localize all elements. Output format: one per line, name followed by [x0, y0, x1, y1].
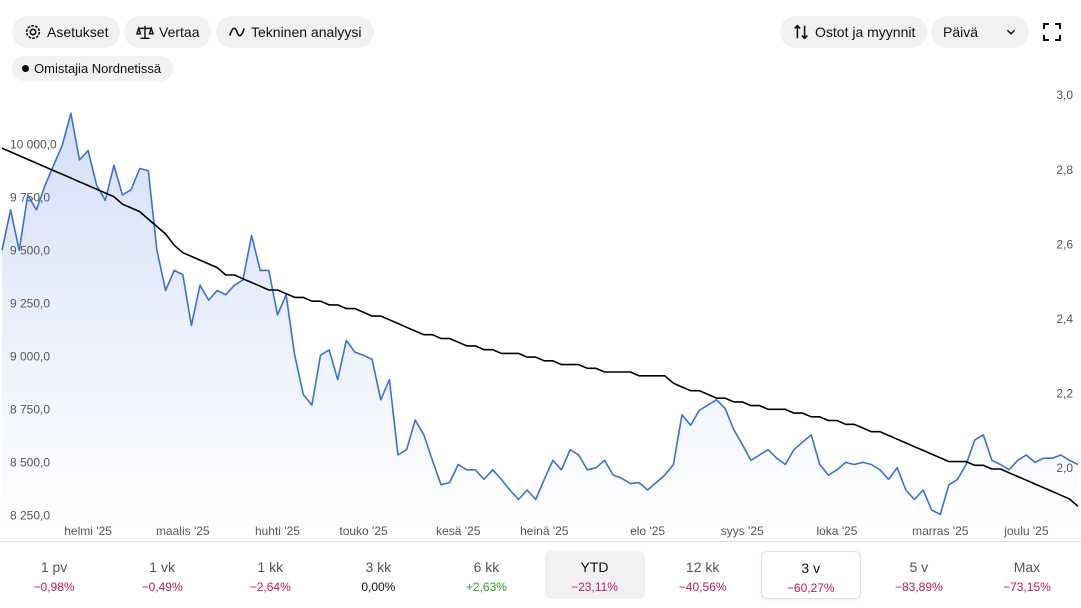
x-tick-label: huhti '25 [255, 524, 300, 538]
period-button[interactable]: 6 kk +2,63% [436, 551, 536, 599]
trades-button[interactable]: Ostot ja myynnit [780, 16, 928, 48]
select-label: Päivä [943, 24, 979, 40]
period-label: 5 v [909, 559, 929, 575]
period-change: −60,27% [786, 581, 835, 595]
period-label: Max [1013, 559, 1041, 575]
period-change: 0,00% [361, 580, 396, 594]
period-button[interactable]: 12 kk −40,56% [653, 551, 753, 599]
button-label: Ostot ja myynnit [815, 24, 916, 40]
period-label: 3 v [801, 560, 821, 576]
period-label: 3 kk [365, 559, 392, 575]
period-label: 1 pv [40, 559, 68, 575]
x-tick-label: syys '25 [721, 524, 764, 538]
x-tick-label: helmi '25 [64, 524, 112, 538]
line [1, 112, 1079, 516]
x-tick-label: heinä '25 [520, 524, 569, 538]
arrows-icon [794, 24, 808, 40]
scale-icon [136, 25, 154, 40]
period-change: −2,64% [249, 580, 291, 594]
y2-tick-label: 2,8 [1056, 163, 1073, 177]
period-button[interactable]: 3 v −60,27% [760, 551, 861, 599]
period-label: 12 kk [685, 559, 720, 575]
y2-tick-label: 2,4 [1056, 312, 1073, 326]
period-change: +2,63% [465, 580, 507, 594]
x-tick-label: touko '25 [339, 524, 388, 538]
period-label: YTD [580, 559, 609, 575]
button-label: Asetukset [47, 24, 109, 40]
period-button[interactable]: YTD −23,11% [544, 551, 645, 599]
x-tick-label: joulu '25 [1003, 524, 1049, 538]
x-tick-label: marras '25 [912, 524, 969, 538]
fullscreen-button[interactable] [1042, 22, 1062, 42]
period-button[interactable]: 5 v −83,89% [869, 551, 969, 599]
x-tick-label: kesä '25 [436, 524, 481, 538]
wave-icon [229, 27, 245, 37]
technical-button[interactable]: Tekninen analyysi [216, 16, 374, 48]
period-label: 6 kk [473, 559, 500, 575]
period-button[interactable]: 1 kk −2,64% [220, 551, 320, 599]
period-button[interactable]: 1 pv −0,98% [4, 551, 104, 599]
period-bar: 1 pv −0,98% 1 vk −0,49% 1 kk −2,64% 3 kk 0,00% 6… [0, 541, 1081, 608]
period-button[interactable]: Max −73,15% [977, 551, 1077, 599]
compare-button[interactable]: Vertaa [124, 16, 212, 48]
area [2, 113, 1078, 526]
period-label: 1 vk [149, 559, 175, 575]
x-tick-label: maalis '25 [156, 524, 210, 538]
period-button[interactable]: 3 kk 0,00% [328, 551, 428, 599]
period-label: 1 kk [257, 559, 284, 575]
y2-tick-label: 2,2 [1056, 387, 1073, 401]
x-tick-label: loka '25 [816, 524, 857, 538]
x-tick-label: elo '25 [630, 524, 665, 538]
y-tick-label: 10 000,0 [10, 137, 57, 151]
chevron-icon [1006, 29, 1016, 35]
period-change: −83,89% [894, 580, 943, 594]
y2-tick-label: 3,0 [1056, 88, 1073, 102]
y2-tick-label: 2,6 [1056, 237, 1073, 251]
legend-label: Omistajia Nordnetissä [34, 61, 162, 76]
gear-icon [25, 24, 41, 40]
chart: 8 250,08 500,08 750,09 000,09 250,09 500… [1, 88, 1079, 538]
period-button[interactable]: 1 vk −0,49% [112, 551, 212, 599]
interval-select[interactable]: Päivä [931, 16, 1029, 48]
line [1, 147, 1079, 507]
period-change: −73,15% [1003, 580, 1051, 594]
period-change: −0,98% [33, 580, 75, 594]
legend-dot [22, 65, 29, 72]
period-change: −40,56% [678, 580, 727, 594]
period-change: −0,49% [141, 580, 183, 594]
legend-chip[interactable]: Omistajia Nordnetissä [12, 56, 174, 81]
period-change: −23,11% [571, 580, 618, 594]
settings-button[interactable]: Asetukset [12, 16, 121, 48]
button-label: Vertaa [159, 24, 200, 40]
button-label: Tekninen analyysi [251, 24, 362, 40]
